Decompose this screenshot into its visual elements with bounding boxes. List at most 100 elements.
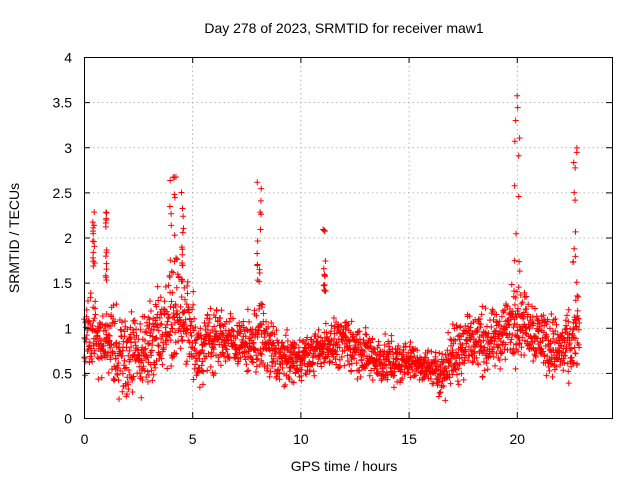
data-point bbox=[233, 352, 240, 359]
data-point bbox=[282, 332, 289, 339]
data-point bbox=[511, 301, 518, 308]
data-point bbox=[520, 309, 527, 316]
data-point bbox=[565, 306, 572, 313]
data-point bbox=[257, 197, 264, 204]
data-point bbox=[317, 334, 324, 341]
data-point bbox=[252, 347, 259, 354]
data-point bbox=[91, 350, 98, 357]
data-point bbox=[135, 346, 142, 353]
data-point bbox=[308, 344, 315, 351]
data-point bbox=[181, 308, 188, 315]
data-point bbox=[90, 249, 97, 256]
data-point bbox=[168, 222, 175, 229]
data-point bbox=[264, 365, 271, 372]
data-point bbox=[125, 367, 132, 374]
data-point bbox=[395, 342, 402, 349]
data-point bbox=[488, 334, 495, 341]
data-point bbox=[332, 347, 339, 354]
data-point bbox=[128, 308, 135, 315]
data-point bbox=[507, 339, 514, 346]
data-point bbox=[477, 324, 484, 331]
data-point bbox=[257, 226, 264, 233]
data-point bbox=[123, 344, 130, 351]
data-point bbox=[572, 164, 579, 171]
y-tick-label: 3.5 bbox=[53, 95, 73, 111]
data-point bbox=[223, 346, 230, 353]
data-point bbox=[348, 318, 355, 325]
data-point bbox=[211, 323, 218, 330]
data-point bbox=[514, 92, 521, 99]
data-point bbox=[129, 376, 136, 383]
data-point bbox=[100, 342, 107, 349]
data-point bbox=[206, 315, 213, 322]
data-point bbox=[105, 337, 112, 344]
data-point bbox=[469, 330, 476, 337]
data-point bbox=[455, 365, 462, 372]
data-point bbox=[102, 223, 109, 230]
data-point bbox=[381, 361, 388, 368]
data-point bbox=[163, 308, 170, 315]
data-point bbox=[510, 324, 517, 331]
data-point bbox=[111, 376, 118, 383]
data-point bbox=[336, 344, 343, 351]
data-point bbox=[133, 332, 140, 339]
data-point bbox=[219, 349, 226, 356]
data-point bbox=[511, 138, 518, 145]
data-point bbox=[164, 318, 171, 325]
data-point bbox=[504, 334, 511, 341]
data-point bbox=[345, 320, 352, 327]
data-point bbox=[572, 228, 579, 235]
data-point bbox=[480, 337, 487, 344]
data-point bbox=[543, 333, 550, 340]
data-point bbox=[138, 367, 145, 374]
data-point bbox=[253, 356, 260, 363]
data-point bbox=[179, 251, 186, 258]
data-point bbox=[197, 325, 204, 332]
data-point bbox=[435, 393, 442, 400]
y-tick-label: 1 bbox=[64, 320, 72, 336]
data-point bbox=[562, 349, 569, 356]
data-point bbox=[381, 341, 388, 348]
data-point bbox=[261, 334, 268, 341]
data-point bbox=[270, 355, 277, 362]
data-point bbox=[498, 350, 505, 357]
data-point bbox=[179, 262, 186, 269]
data-point bbox=[572, 253, 579, 260]
data-point bbox=[384, 376, 391, 383]
data-point bbox=[102, 272, 109, 279]
data-point bbox=[346, 338, 353, 345]
data-point bbox=[189, 306, 196, 313]
data-point bbox=[178, 333, 185, 340]
data-point bbox=[572, 350, 579, 357]
data-point bbox=[265, 323, 272, 330]
data-point bbox=[103, 266, 110, 273]
data-point bbox=[464, 323, 471, 330]
data-point bbox=[199, 347, 206, 354]
data-point bbox=[254, 250, 261, 257]
data-point bbox=[512, 117, 519, 124]
data-point bbox=[166, 274, 173, 281]
data-point bbox=[478, 311, 485, 318]
data-point bbox=[279, 359, 286, 366]
data-point bbox=[442, 364, 449, 371]
data-point bbox=[404, 370, 411, 377]
data-point bbox=[489, 308, 496, 315]
data-point bbox=[142, 328, 149, 335]
data-point bbox=[190, 301, 197, 308]
data-point bbox=[444, 347, 451, 354]
data-point bbox=[287, 349, 294, 356]
data-point bbox=[532, 352, 539, 359]
data-point bbox=[126, 347, 133, 354]
data-point bbox=[574, 292, 581, 299]
data-point bbox=[158, 355, 165, 362]
data-point bbox=[519, 334, 526, 341]
data-point bbox=[525, 301, 532, 308]
data-point bbox=[484, 333, 491, 340]
data-point bbox=[229, 315, 236, 322]
data-point bbox=[269, 363, 276, 370]
data-point bbox=[322, 273, 329, 280]
data-point bbox=[213, 330, 220, 337]
data-point bbox=[346, 361, 353, 368]
data-point bbox=[167, 177, 174, 184]
data-point bbox=[440, 383, 447, 390]
